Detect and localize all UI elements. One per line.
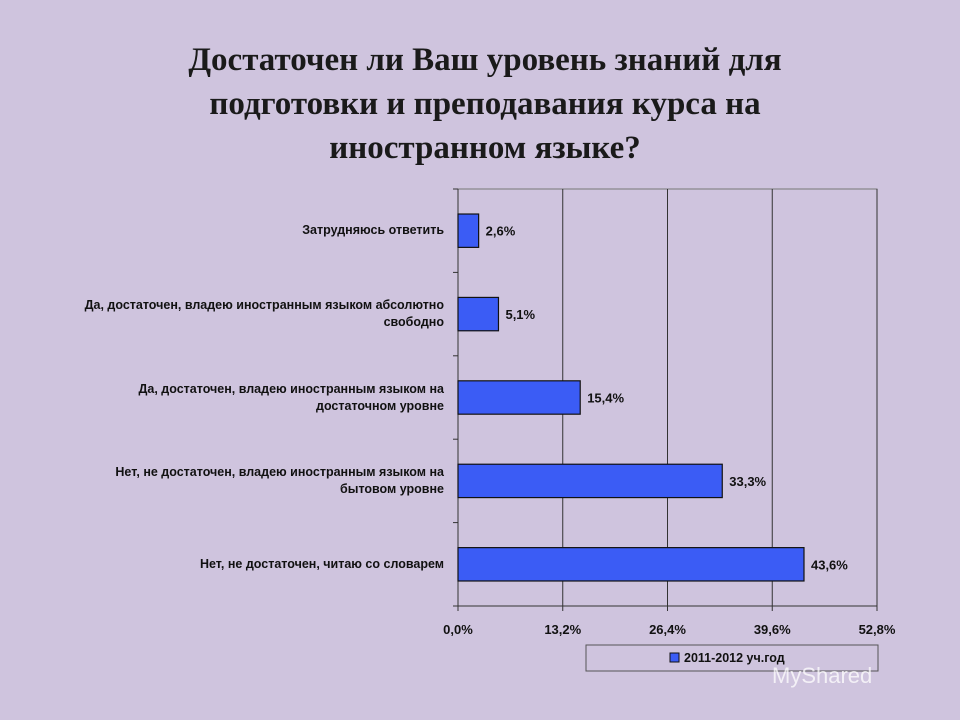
legend-label: 2011-2012 уч.год	[684, 651, 785, 665]
title-line-3: иностранном языке?	[329, 130, 641, 166]
category-label: Да, достаточен, владею иностранным языко…	[138, 381, 445, 413]
bar	[457, 380, 581, 415]
watermark-logo: MyShared	[772, 663, 873, 688]
data-label: 5,1%	[505, 307, 535, 322]
bar	[457, 296, 500, 332]
data-label: 2,6%	[486, 224, 516, 239]
data-label: 43,6%	[811, 557, 848, 572]
bar	[457, 213, 480, 248]
x-tick-label: 0,0%	[443, 622, 473, 637]
category-label: Да, достаточен, владею иностранным языко…	[84, 298, 444, 330]
legend-box	[585, 644, 879, 672]
legend-swatch	[669, 652, 680, 663]
bar	[457, 463, 723, 499]
slide-title: Достаточен ли Ваш уровень знаний для под…	[110, 38, 860, 170]
data-label: 15,4%	[587, 391, 624, 406]
category-label: Нет, не достаточен, владею иностранным я…	[115, 464, 444, 496]
data-label: 33,3%	[729, 474, 766, 489]
bar	[457, 547, 805, 582]
title-line-1: Достаточен ли Ваш уровень знаний для	[188, 42, 782, 78]
category-label: Затрудняюсь ответить	[302, 223, 444, 238]
x-tick-label: 52,8%	[859, 622, 896, 637]
x-tick-label: 39,6%	[754, 622, 791, 637]
x-tick-label: 26,4%	[649, 622, 686, 637]
category-label: Нет, не достаточен, читаю со словарем	[199, 556, 444, 571]
x-tick-label: 13,2%	[544, 622, 581, 637]
title-line-2: подготовки и преподавания курса на	[209, 86, 761, 122]
